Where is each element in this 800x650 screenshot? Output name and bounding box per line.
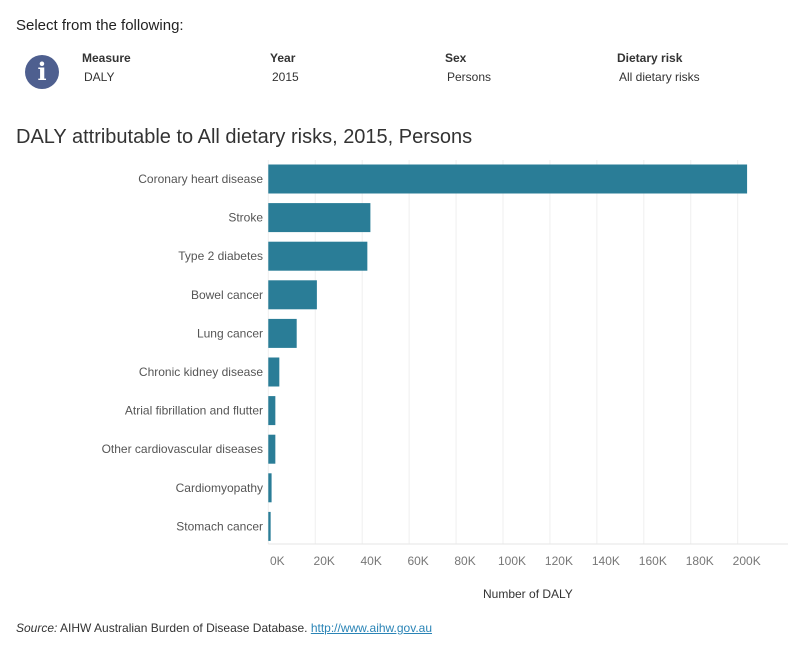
x-tick-label: 100K: [498, 554, 526, 568]
bar[interactable]: [268, 357, 280, 387]
x-tick-label: 60K: [407, 554, 428, 568]
x-tick-label: 200K: [733, 554, 761, 568]
bar[interactable]: [268, 280, 317, 310]
filter-dietary-risk[interactable]: Dietary risk All dietary risks: [617, 51, 700, 84]
bar[interactable]: [268, 318, 297, 348]
filter-label: Dietary risk: [617, 51, 683, 65]
bar[interactable]: [268, 396, 276, 426]
filter-label: Year: [270, 51, 296, 65]
source-note: Source: AIHW Australian Burden of Diseas…: [16, 621, 432, 635]
x-tick-label: 140K: [592, 554, 620, 568]
x-tick-label: 0K: [270, 554, 285, 568]
filter-value[interactable]: Persons: [447, 70, 492, 84]
filter-measure[interactable]: Measure DALY: [82, 51, 131, 84]
source-link[interactable]: http://www.aihw.gov.au: [310, 621, 433, 635]
category-label: Other cardiovascular diseases: [102, 442, 263, 456]
bar[interactable]: [268, 473, 272, 503]
source-text: AIHW Australian Burden of Disease Databa…: [57, 621, 311, 635]
source-label: Source:: [16, 621, 58, 635]
category-label: Lung cancer: [197, 326, 263, 340]
bar[interactable]: [268, 164, 748, 194]
bar[interactable]: [268, 434, 276, 464]
bar[interactable]: [268, 511, 271, 541]
x-tick-label: 160K: [639, 554, 667, 568]
category-label: Cardiomyopathy: [176, 481, 263, 495]
chart-title: DALY attributable to All dietary risks, …: [16, 126, 473, 148]
filter-label: Measure: [82, 51, 131, 65]
x-axis-label: Number of DALY: [483, 587, 573, 601]
category-label: Chronic kidney disease: [139, 365, 263, 379]
filter-value[interactable]: All dietary risks: [619, 70, 700, 84]
bar[interactable]: [268, 241, 368, 271]
category-label: Type 2 diabetes: [178, 249, 263, 263]
category-label: Stroke: [228, 211, 263, 225]
x-tick-label: 180K: [686, 554, 714, 568]
category-label: Stomach cancer: [176, 519, 263, 533]
filter-label: Sex: [445, 51, 467, 65]
category-label: Coronary heart disease: [138, 172, 263, 186]
x-tick-label: 20K: [314, 554, 335, 568]
filter-value[interactable]: DALY: [84, 70, 115, 84]
filter-value[interactable]: 2015: [272, 70, 299, 84]
info-icon[interactable]: i: [25, 55, 59, 89]
category-label: Bowel cancer: [191, 288, 263, 302]
x-tick-label: 120K: [545, 554, 573, 568]
filter-year[interactable]: Year 2015: [270, 51, 299, 84]
bar[interactable]: [268, 203, 371, 233]
category-label: Atrial fibrillation and flutter: [125, 404, 263, 418]
x-tick-label: 40K: [361, 554, 382, 568]
filter-sex[interactable]: Sex Persons: [445, 51, 491, 84]
x-tick-label: 80K: [454, 554, 475, 568]
select-heading: Select from the following:: [16, 17, 184, 34]
